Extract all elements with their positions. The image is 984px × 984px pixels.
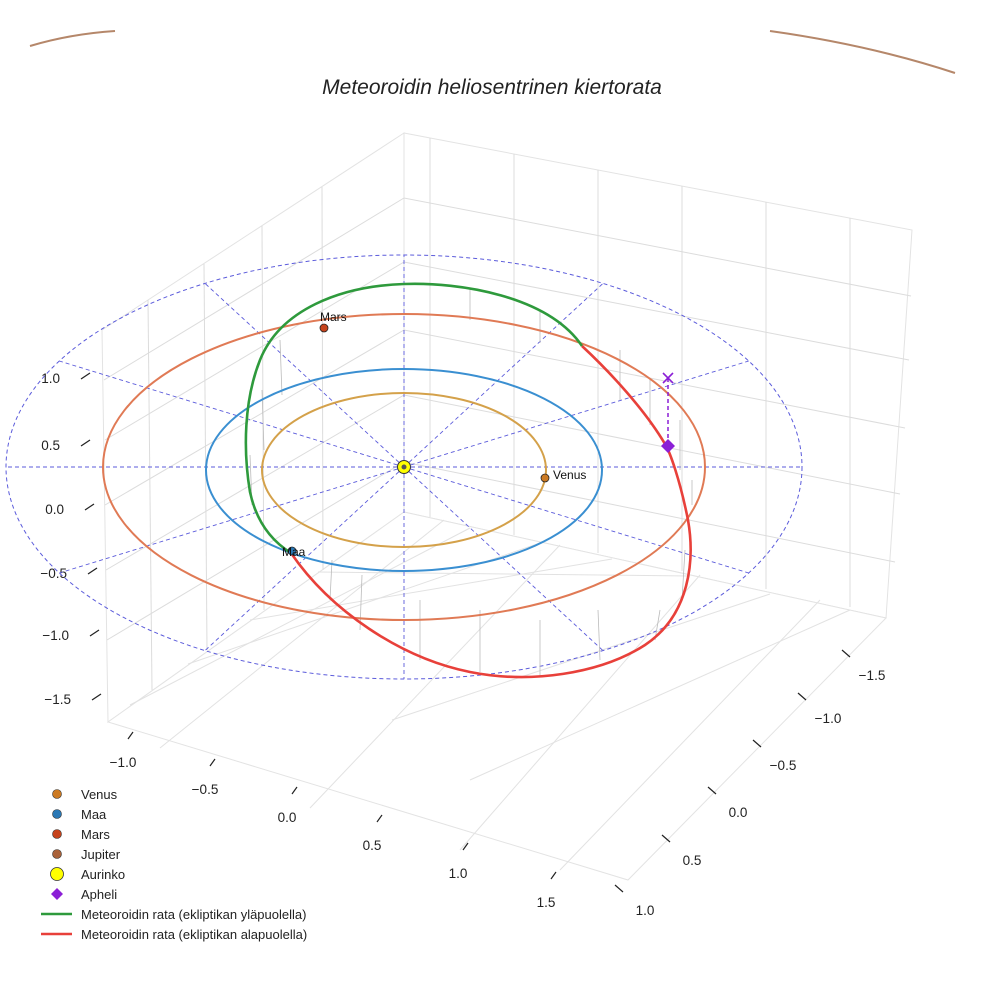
planet-mars-label: Mars xyxy=(320,310,347,324)
gridline xyxy=(203,263,208,651)
gridline xyxy=(469,609,851,781)
x-tick-mark xyxy=(127,731,134,740)
orbit-venus xyxy=(261,392,547,548)
y-tick-label: −1.0 xyxy=(815,711,842,726)
y-tick-label: 0.0 xyxy=(729,805,748,820)
y-tick-mark xyxy=(661,834,671,843)
gridline xyxy=(317,571,691,577)
legend-symbol xyxy=(52,809,62,819)
z-tick-mark xyxy=(89,629,100,637)
legend-symbol xyxy=(51,888,63,900)
y-tick-label: −0.5 xyxy=(770,758,797,773)
legend-symbol xyxy=(50,867,64,881)
z-tick-label: −1.0 xyxy=(42,628,69,643)
z-tick-mark xyxy=(91,693,102,701)
x-tick-label: −0.5 xyxy=(192,782,219,797)
x-tick-label: 0.0 xyxy=(278,810,297,825)
x-tick-label: 1.0 xyxy=(449,866,468,881)
x-tick-mark xyxy=(209,758,216,767)
gridline xyxy=(103,197,912,381)
z-tick-mark xyxy=(84,503,95,511)
ecliptic-spoke xyxy=(403,283,604,468)
jupiter-orbit-right xyxy=(769,30,956,74)
gridline xyxy=(249,558,613,621)
legend-label: Apheli xyxy=(81,887,117,902)
gridline xyxy=(159,519,445,749)
x-tick-mark xyxy=(376,814,383,823)
z-tick-mark xyxy=(80,439,91,447)
z-tick-mark xyxy=(80,372,91,380)
drop-line xyxy=(359,574,363,631)
y-tick-label: −1.5 xyxy=(859,668,886,683)
gridline xyxy=(309,544,561,809)
z-tick-label: −0.5 xyxy=(40,566,67,581)
gridline xyxy=(147,299,153,691)
x-tick-mark xyxy=(462,842,469,851)
planet-venus-label: Venus xyxy=(553,468,586,482)
legend-label: Meteoroidin rata (ekliptikan yläpuolella… xyxy=(81,907,306,922)
legend-label: Venus xyxy=(81,787,118,802)
y-tick-label: 1.0 xyxy=(636,903,655,918)
planet-mars-marker xyxy=(319,323,329,333)
ecliptic-spoke xyxy=(403,466,604,651)
drop-line xyxy=(597,609,601,661)
chart-title: Meteoroidin heliosentrinen kiertorata xyxy=(322,76,662,99)
orbit-mars xyxy=(102,313,706,621)
x-tick-mark xyxy=(550,871,557,880)
orbit-maa xyxy=(205,368,603,572)
x-tick-label: 1.5 xyxy=(537,895,556,910)
meteoroid-path-below xyxy=(289,345,692,679)
legend-label: Jupiter xyxy=(81,847,121,862)
z-tick-mark xyxy=(87,567,98,575)
planet-maa-label: Maa xyxy=(282,545,306,559)
planet-maa-marker xyxy=(287,546,297,556)
y-tick-label: 0.5 xyxy=(683,853,702,868)
meteoroid-path-above xyxy=(244,282,584,555)
y-tick-mark xyxy=(841,649,851,658)
x-tick-label: −1.0 xyxy=(110,755,137,770)
y-tick-mark xyxy=(752,739,762,748)
y-tick-mark xyxy=(797,692,807,701)
y-tick-mark xyxy=(614,884,624,893)
legend-label: Aurinko xyxy=(81,867,125,882)
y-tick-mark xyxy=(707,786,717,795)
z-tick-label: 1.0 xyxy=(41,371,60,386)
ecliptic-spoke xyxy=(204,466,405,651)
drop-line xyxy=(681,549,686,601)
gridline xyxy=(559,599,821,871)
x-tick-label: 0.5 xyxy=(363,838,382,853)
aphelion-marker xyxy=(661,439,675,453)
legend-symbol xyxy=(52,789,62,799)
planet-venus-marker xyxy=(540,473,550,483)
ecliptic-spoke xyxy=(204,283,405,468)
jupiter-orbit-left xyxy=(29,30,116,47)
aphelion-projection-x xyxy=(662,372,674,384)
gridline xyxy=(459,574,701,851)
z-tick-label: 0.0 xyxy=(45,502,64,517)
legend-symbol xyxy=(52,829,62,839)
gridline xyxy=(129,527,471,706)
drop-line xyxy=(279,339,283,396)
legend-label: Meteoroidin rata (ekliptikan alapuolella… xyxy=(81,927,307,942)
drop-line xyxy=(329,559,333,601)
legend-label: Mars xyxy=(81,827,110,842)
legend-symbol xyxy=(52,849,62,859)
x-tick-mark xyxy=(291,786,298,795)
z-tick-label: −1.5 xyxy=(44,692,71,707)
z-tick-label: 0.5 xyxy=(41,438,60,453)
legend-label: Maa xyxy=(81,807,107,822)
floor-pane xyxy=(106,511,887,881)
sun-core xyxy=(401,464,407,470)
